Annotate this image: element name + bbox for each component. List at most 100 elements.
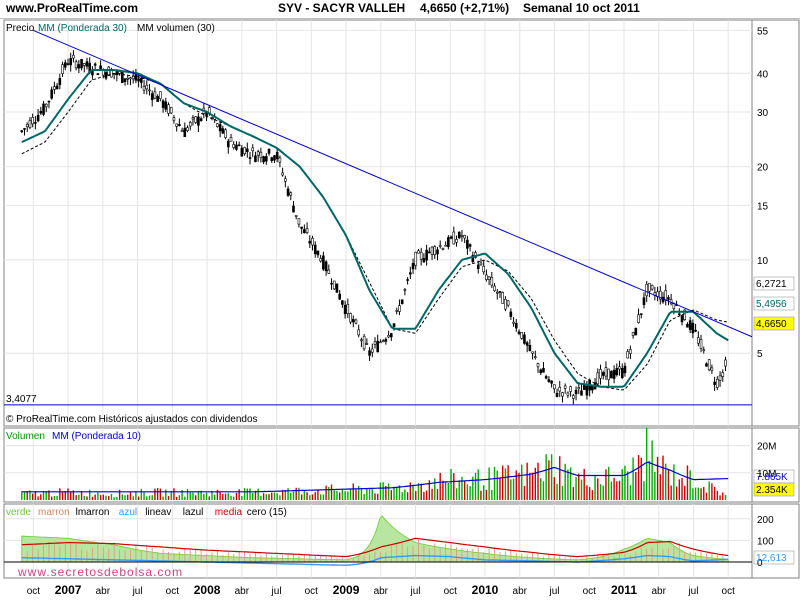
candle-body-84	[248, 157, 252, 159]
x-tick-label-4: oct	[166, 586, 180, 597]
candle-body-157	[447, 237, 450, 247]
price-axis-tick-1: 40	[757, 69, 769, 80]
candle-body-169	[479, 262, 483, 266]
candle-body-94	[275, 152, 279, 160]
chart-text: oct 2007 abr jul oct 2008 abr jul oct 2009 abr jul o…	[6, 23, 788, 597]
x-tick-label-14: abr	[513, 586, 528, 597]
candle-body-76	[226, 140, 230, 148]
candle-body-8	[42, 103, 45, 115]
candle-body-223	[626, 351, 629, 359]
title-bar: www.ProRealTime.com SYV - SACYR VALLEH 4…	[0, 0, 800, 19]
candle-body-91	[267, 148, 271, 154]
candle-body-107	[311, 237, 314, 246]
candle-body-237	[664, 290, 668, 301]
candle-body-181	[512, 321, 515, 324]
candle-body-63	[191, 117, 195, 120]
candle-body-132	[379, 341, 382, 344]
candle-body-120	[346, 304, 350, 314]
candle-body-205	[577, 387, 581, 390]
candle-body-171	[485, 274, 488, 280]
candle-body-198	[558, 386, 562, 392]
tag-last-box	[753, 316, 795, 331]
candle-body-187	[528, 344, 532, 352]
candle-body-80	[237, 144, 241, 147]
candle-body-136	[390, 333, 393, 338]
candle-body-164	[466, 239, 469, 249]
candle-body-54	[167, 104, 170, 114]
candle-body-240	[672, 303, 676, 309]
candle-body-203	[572, 395, 575, 399]
candle-body-10	[47, 100, 51, 103]
candle-body-106	[308, 240, 312, 244]
x-tick-label-19: jul	[687, 586, 698, 597]
candle-body-57	[175, 123, 178, 127]
candle-body-81	[240, 147, 244, 157]
candle-body-245	[686, 323, 689, 328]
candle-body-212	[596, 372, 600, 385]
candle-body-135	[387, 335, 390, 338]
tag-volume-last-box	[753, 482, 795, 497]
chart-marks	[4, 29, 795, 566]
tag-last: 4,6650	[756, 319, 787, 330]
candle-body-232	[650, 285, 654, 290]
footnote: © ProRealTime.com Históricos ajustados c…	[6, 414, 258, 425]
candle-body-89	[262, 156, 265, 163]
candle-body-64	[194, 116, 197, 123]
candle-body-173	[490, 277, 494, 286]
candle-body-73	[218, 124, 222, 132]
candle-body-33	[110, 70, 113, 78]
candle-body-47	[148, 89, 151, 92]
tag-trend-box	[753, 276, 795, 291]
site-name[interactable]: www.ProRealTime.com	[6, 1, 139, 15]
symbol-title: SYV - SACYR VALLEH	[278, 1, 406, 15]
candle-body-214	[601, 372, 605, 376]
price-axis-tick-6: 5	[757, 349, 763, 360]
candle-body-14	[58, 77, 62, 86]
x-tick-label-8: oct	[305, 586, 319, 597]
price-axis-tick-4: 15	[757, 201, 769, 212]
candle-body-79	[235, 144, 238, 150]
candle-body-124	[357, 329, 360, 336]
candle-body-31	[104, 72, 108, 79]
candle-body-140	[400, 299, 404, 305]
legend-osc-4: lineav	[145, 507, 171, 518]
line-mm-volumen-30	[21, 73, 729, 391]
candle-body-99	[289, 192, 293, 196]
candle-body-93	[273, 155, 276, 161]
line-azul	[21, 554, 729, 566]
osc-axis-tick-2: 0	[757, 558, 763, 569]
panel-1-axis-area	[751, 19, 800, 427]
legend-osc-3: azul	[119, 507, 137, 518]
x-tick-label-7: jul	[271, 586, 282, 597]
candle-body-253	[707, 359, 711, 371]
candle-body-208	[585, 385, 589, 396]
legend-precio: Precio	[6, 23, 35, 34]
candle-body-183	[517, 331, 521, 334]
candle-body-163	[463, 235, 466, 239]
candle-body-155	[441, 248, 445, 250]
candle-body-231	[648, 282, 651, 292]
candle-body-186	[525, 342, 529, 346]
candle-body-257	[718, 375, 722, 381]
candle-body-162	[460, 235, 464, 237]
candle-body-246	[688, 320, 692, 330]
period-date: Semanal 10 oct 2011	[523, 1, 640, 15]
candle-body-147	[419, 251, 423, 260]
line-mm-ponderada-30	[21, 69, 729, 388]
candle-body-95	[278, 157, 282, 163]
candle-body-53	[164, 101, 168, 110]
x-tick-label-3: jul	[132, 586, 143, 597]
x-tick-label-1: 2007	[55, 583, 82, 597]
candle-body-117	[338, 293, 341, 300]
candle-body-141	[403, 289, 407, 291]
osc-axis-tick-0: 200	[757, 515, 774, 526]
candle-body-98	[286, 188, 290, 196]
x-tick-label-5: 2008	[194, 583, 221, 597]
candle-body-137	[392, 323, 396, 327]
candle-body-178	[504, 298, 507, 310]
candle-body-243	[680, 315, 684, 323]
candle-body-126	[362, 335, 366, 350]
candle-body-225	[631, 332, 635, 336]
candle-body-150	[428, 251, 431, 254]
x-tick-label-18: abr	[651, 586, 666, 597]
